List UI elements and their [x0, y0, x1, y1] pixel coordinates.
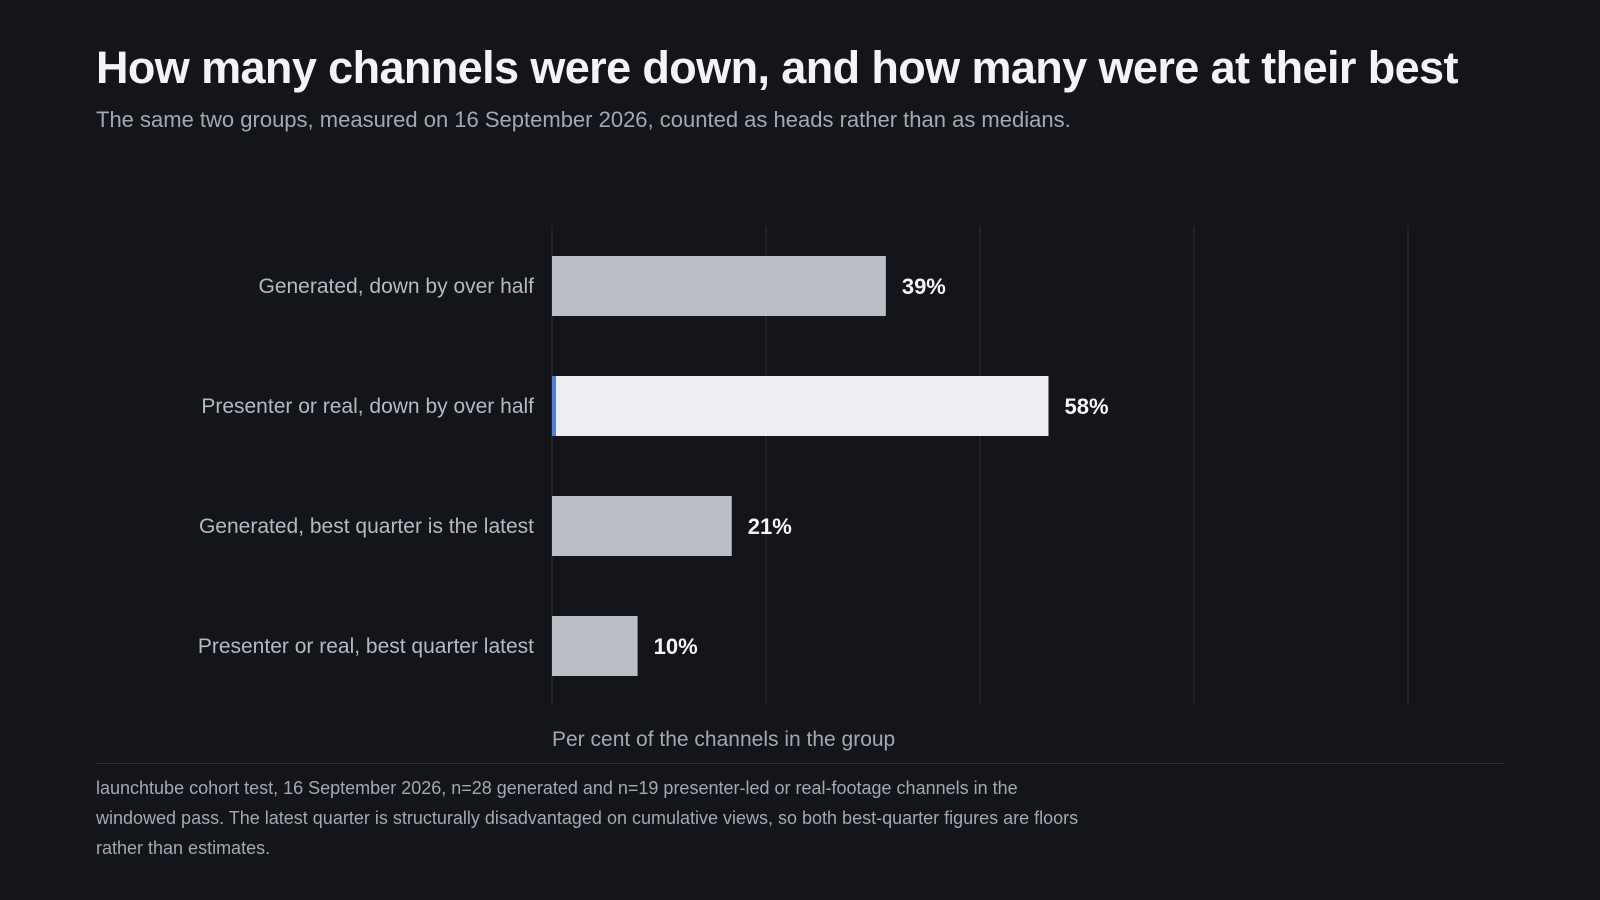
bar-chart: Generated, down by over half 39% Presenter… — [198, 226, 1409, 751]
footer-divider — [96, 763, 1504, 764]
category-label: Generated, best quarter is the latest — [199, 515, 534, 538]
category-label: Presenter or real, best quarter latest — [198, 635, 534, 658]
bar — [552, 256, 886, 316]
source-note: launchtube cohort test, 16 September 202… — [96, 778, 1079, 858]
category-label: Presenter or real, down by over half — [201, 395, 534, 418]
data-label: 10% — [654, 634, 698, 659]
bar — [552, 616, 638, 676]
chart-title: How many channels were down, and how man… — [96, 42, 1458, 93]
data-label: 58% — [1064, 394, 1108, 419]
data-label: 39% — [902, 274, 946, 299]
bars: Generated, down by over half 39% Presenter… — [198, 256, 1109, 676]
bar — [552, 376, 1049, 436]
chart-subtitle: The same two groups, measured on 16 Sept… — [96, 107, 1071, 132]
x-axis-label: Per cent of the channels in the group — [552, 728, 895, 751]
highlight-marker — [552, 376, 556, 436]
bar — [552, 496, 732, 556]
category-label: Generated, down by over half — [258, 275, 534, 298]
data-label: 21% — [748, 514, 792, 539]
